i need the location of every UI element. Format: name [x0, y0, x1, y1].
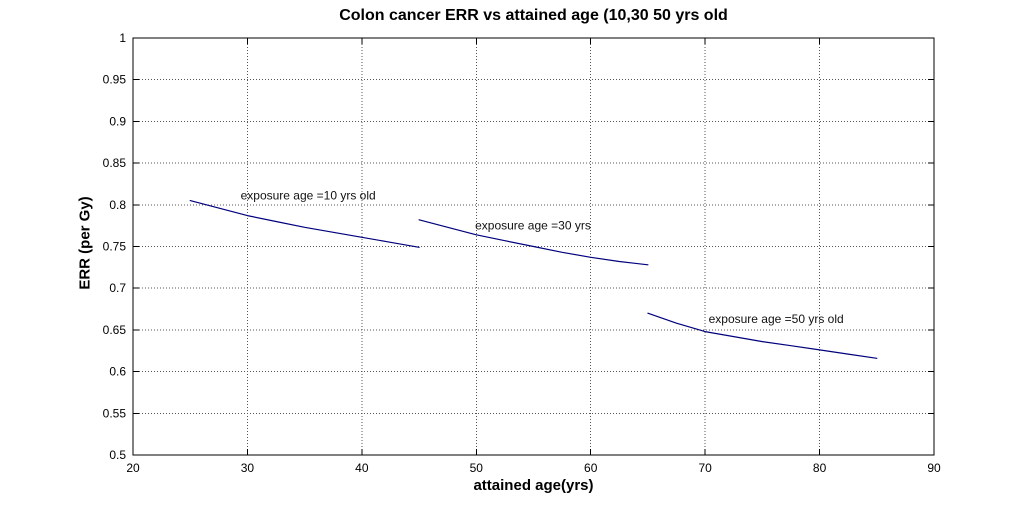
x-tick-label: 50	[470, 461, 484, 475]
y-tick-label: 0.65	[103, 323, 127, 337]
y-tick-label: 0.55	[103, 406, 127, 420]
x-tick-label: 80	[813, 461, 827, 475]
series-annotation: exposure age =10 yrs old	[241, 189, 376, 203]
x-tick-label: 20	[126, 461, 140, 475]
y-tick-label: 0.85	[103, 156, 127, 170]
y-tick-label: 0.5	[109, 448, 126, 462]
x-tick-label: 70	[698, 461, 712, 475]
x-tick-label: 60	[584, 461, 598, 475]
y-tick-label: 0.95	[103, 73, 127, 87]
x-axis-label: attained age(yrs)	[473, 477, 594, 494]
y-tick-label: 0.75	[103, 240, 127, 254]
y-tick-label: 1	[119, 31, 126, 45]
y-tick-label: 0.8	[109, 198, 126, 212]
series-lines	[189, 200, 878, 359]
y-tick-label: 0.7	[109, 281, 126, 295]
tick-labels: 20 30 40 50 60 70 80 90 0.5 0.55 0.6 0.65 0.7 0.75 0.8…	[103, 31, 941, 475]
annotations: exposure age =10 yrs old exposure age =30…	[241, 189, 844, 327]
series-line	[189, 200, 420, 248]
series-annotation: exposure age =30 yrs	[475, 219, 591, 233]
y-tick-label: 0.6	[109, 365, 126, 379]
x-tick-label: 30	[241, 461, 255, 475]
chart-title: Colon cancer ERR vs attained age (10,30 …	[339, 7, 728, 24]
x-tick-label: 40	[355, 461, 369, 475]
x-tick-label: 90	[927, 461, 941, 475]
series-annotation: exposure age =50 yrs old	[709, 312, 844, 326]
series-line	[418, 219, 649, 266]
plot-border	[132, 37, 935, 456]
y-axis-label: ERR (per Gy)	[76, 196, 94, 290]
y-tick-label: 0.9	[109, 114, 126, 128]
gridlines	[133, 38, 934, 455]
series-line	[647, 312, 878, 359]
